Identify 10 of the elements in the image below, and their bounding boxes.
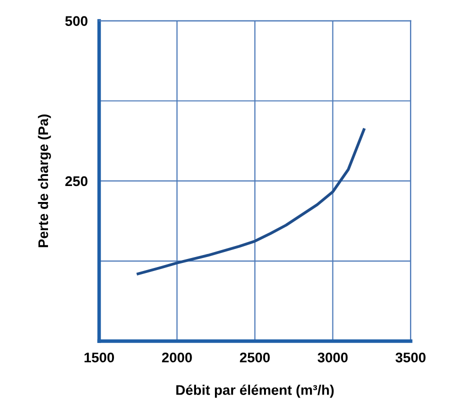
- x-tick-label: 3500: [396, 352, 426, 362]
- x-tick-label: 3000: [318, 352, 348, 362]
- x-tick-label: 2500: [240, 352, 270, 362]
- x-tick-label: 1500: [84, 352, 114, 362]
- x-axis-title: Débit par élément (m³/h): [176, 384, 334, 398]
- y-axis-title: Perte de charge (Pa): [38, 114, 51, 248]
- line-series: [136, 128, 366, 276]
- x-tick-label: 2000: [162, 352, 192, 362]
- y-tick-label: 500: [65, 16, 88, 26]
- y-tick-label: 250: [65, 176, 88, 186]
